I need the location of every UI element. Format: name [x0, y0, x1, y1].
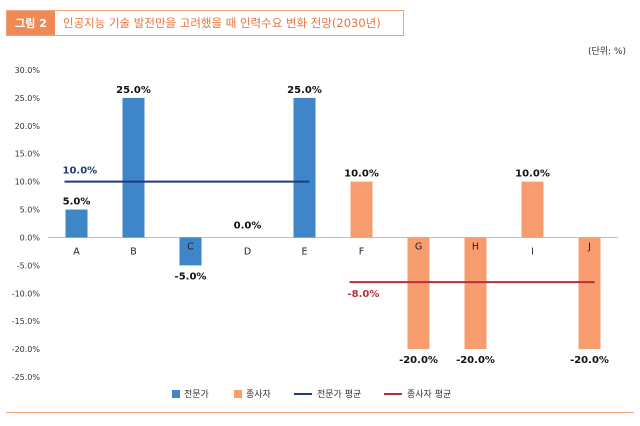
category-label: B — [130, 246, 137, 257]
data-label: -20.0% — [456, 355, 495, 366]
bar-b — [122, 97, 145, 238]
figure-title: 인공지능 기술 발전만을 고려했을 때 인력수요 변화 전망(2030년) — [63, 16, 381, 30]
y-tick-label: -20.0% — [12, 345, 41, 354]
bar-a — [65, 209, 88, 238]
category-label: G — [415, 241, 422, 252]
bar-h — [464, 237, 487, 350]
y-tick-label: -15.0% — [12, 317, 41, 326]
bar-j — [578, 237, 601, 350]
y-tick-label: 20.0% — [15, 122, 41, 131]
data-label: 0.0% — [234, 220, 262, 231]
data-label: 10.0% — [344, 169, 379, 180]
y-tick-label: 0.0% — [20, 233, 41, 242]
y-tick-label: -25.0% — [12, 373, 41, 382]
worker-average-label: -8.0% — [348, 289, 380, 300]
y-tick-label: 10.0% — [15, 178, 41, 187]
bar-f — [350, 181, 373, 238]
data-label: -5.0% — [175, 271, 207, 282]
category-label: A — [73, 246, 80, 257]
y-tick-label: -5.0% — [17, 261, 41, 270]
data-label: 25.0% — [116, 85, 151, 96]
category-label: F — [359, 246, 364, 257]
expert-average-label: 10.0% — [63, 166, 98, 177]
y-tick-label: 25.0% — [15, 94, 41, 103]
legend-worker-label: 종사자 — [246, 389, 272, 400]
y-tick-label: -10.0% — [12, 289, 41, 298]
category-label: I — [531, 246, 534, 257]
data-label: 10.0% — [515, 169, 550, 180]
data-label: 5.0% — [63, 197, 91, 208]
legend-expert-average-label: 전문가 평균 — [317, 389, 361, 400]
legend-worker-average-label: 종사자 평균 — [407, 389, 451, 400]
y-tick-label: 15.0% — [15, 150, 41, 159]
legend-expert-label: 전문가 — [184, 389, 209, 400]
bar-i — [521, 181, 544, 238]
legend-expert-swatch — [172, 390, 180, 398]
bar-e — [293, 97, 316, 238]
category-label: C — [187, 241, 194, 252]
category-label: H — [472, 241, 479, 252]
category-label: D — [244, 246, 251, 257]
bar-c — [179, 237, 202, 266]
legend-worker-swatch — [234, 390, 242, 398]
y-tick-label: 5.0% — [20, 206, 41, 215]
figure-title-box: 그림 2 인공지능 기술 발전만을 고려했을 때 인력수요 변화 전망(2030… — [6, 10, 404, 36]
category-label: J — [587, 241, 591, 252]
bottom-divider — [6, 412, 634, 413]
bar-g — [407, 237, 430, 350]
data-label: -20.0% — [570, 355, 609, 366]
unit-label: (단위: %) — [587, 47, 626, 57]
data-label: -20.0% — [399, 355, 438, 366]
figure-tag: 그림 2 — [7, 11, 55, 35]
data-label: 25.0% — [287, 85, 322, 96]
y-tick-label: 30.0% — [15, 66, 41, 75]
category-label: E — [301, 246, 307, 257]
